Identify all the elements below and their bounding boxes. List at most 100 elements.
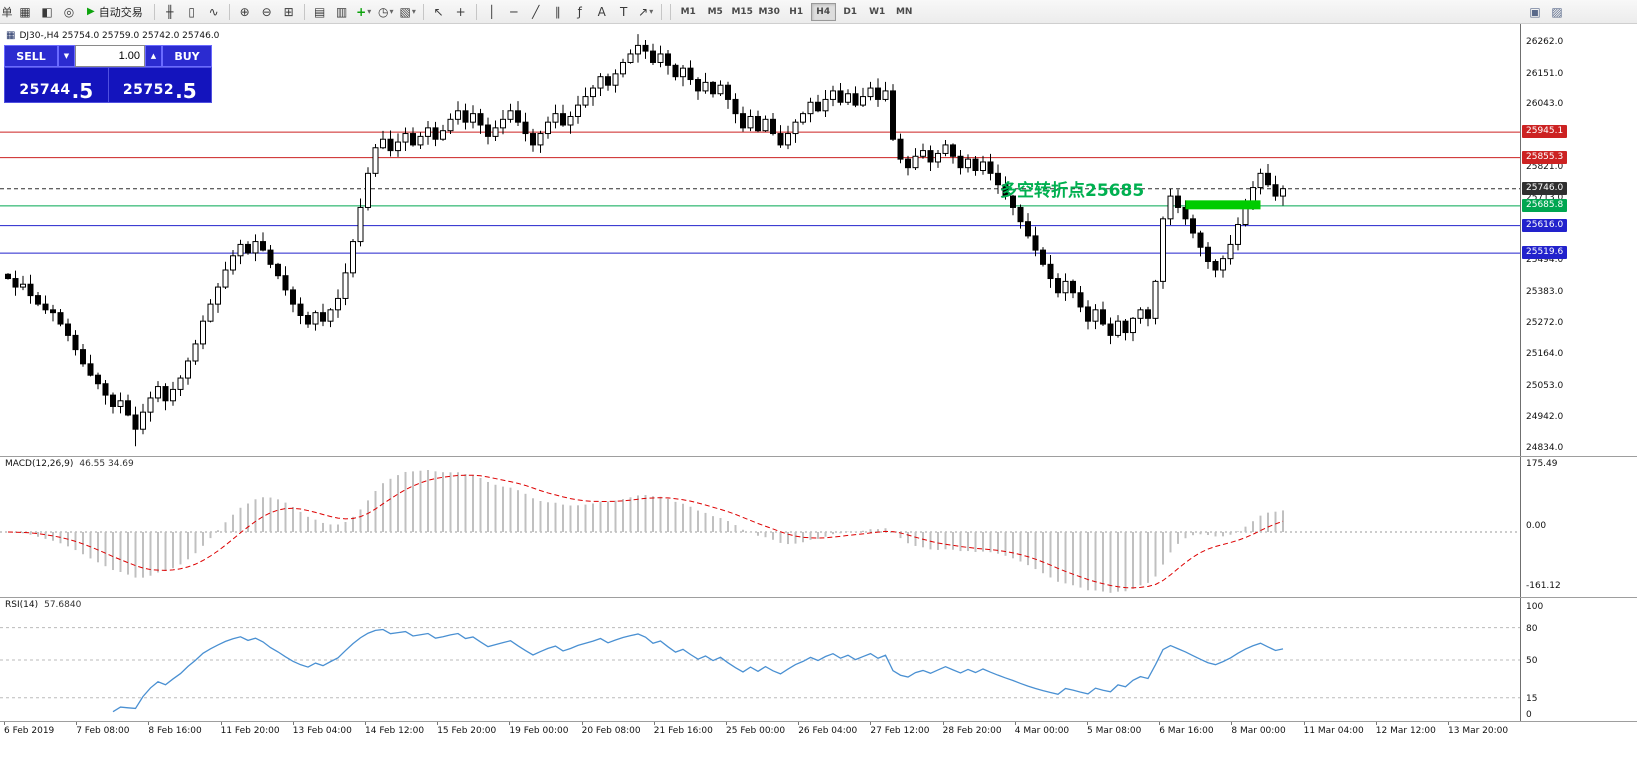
time-tick — [148, 722, 150, 725]
candle-body — [57, 312, 64, 325]
candle-body — [1137, 309, 1144, 319]
sell-price[interactable]: 25744 .5 — [19, 79, 94, 103]
panel-separator[interactable] — [0, 597, 1637, 598]
macd-indicator-panel[interactable]: MACD(12,26,9) 46.55 34.69 — [0, 457, 1520, 597]
candle-body — [207, 303, 214, 322]
macd-canvas[interactable] — [0, 457, 1520, 597]
candle-body — [1160, 218, 1166, 282]
periods-button[interactable]: ◷ ▾ — [375, 2, 397, 22]
templates-button[interactable]: ▧ ▾ — [397, 2, 419, 22]
level-price-label[interactable]: 25519.6 — [1522, 246, 1568, 260]
candle-body — [702, 81, 709, 92]
macd-signal-line — [7, 474, 1284, 589]
level-price-label[interactable]: 25855.3 — [1522, 150, 1568, 164]
time-label: 20 Feb 08:00 — [581, 726, 641, 736]
candle-body — [950, 144, 956, 157]
timeframe-button-h4[interactable]: H4 — [810, 2, 836, 21]
sell-button[interactable]: SELL — [4, 45, 58, 67]
timeframe-button-w1[interactable]: W1 — [869, 6, 886, 17]
buy-price[interactable]: 25752 .5 — [122, 79, 197, 103]
turning-point-annotation[interactable]: 多空转折点25685 — [1000, 181, 1145, 201]
text-label-button[interactable]: T — [613, 2, 635, 22]
candle-body — [432, 127, 439, 140]
panel-separator[interactable] — [0, 721, 1637, 722]
candle-body — [1085, 306, 1091, 322]
timeframe-button-h1[interactable]: H1 — [789, 6, 804, 17]
candle-body — [1092, 309, 1099, 322]
candle-body — [852, 93, 859, 106]
time-label: 11 Mar 04:00 — [1303, 726, 1364, 736]
timeframe-button-m5[interactable]: M5 — [707, 6, 723, 17]
candle-body — [215, 286, 221, 305]
candle-body — [1212, 260, 1219, 271]
candle-body — [1265, 172, 1271, 186]
timeframe-button-mn[interactable]: MN — [895, 6, 913, 17]
rsi-indicator-panel[interactable]: RSI(14) 57.6840 — [0, 598, 1520, 721]
new-order-button[interactable]: 单 — [1, 5, 13, 19]
time-label: 14 Feb 12:00 — [365, 726, 425, 736]
candlestick-chart-canvas[interactable] — [0, 24, 1520, 456]
time-tick — [1448, 722, 1449, 725]
tile-windows-button[interactable]: ⊞ — [278, 2, 300, 22]
rsi-canvas[interactable] — [0, 598, 1520, 721]
timeframe-button-m1[interactable]: M1 — [680, 6, 696, 17]
timeframe-button-m15[interactable]: M15 — [731, 6, 753, 17]
timeframe-button-d1[interactable]: D1 — [843, 6, 858, 17]
panel-separator[interactable] — [0, 456, 1637, 457]
level-price-label[interactable]: 25616.0 — [1522, 218, 1568, 232]
arrange-windows-button[interactable]: ▤ — [309, 2, 331, 22]
equidistant-channel-button[interactable]: ∥ — [547, 2, 569, 22]
price-axis[interactable]: 26262.026151.026043.025934.025821.025713… — [1520, 24, 1637, 723]
market-watch-button[interactable]: ◧ — [36, 2, 58, 22]
candlestick-chart-button[interactable]: ▯ — [181, 2, 203, 22]
line-chart-button[interactable]: ∿ — [203, 2, 225, 22]
data-window-button[interactable]: ▥ — [331, 2, 353, 22]
price-tick-label: 24834.0 — [1526, 442, 1564, 453]
toolbar-right-icons: ▣ ▨ — [1524, 2, 1568, 22]
arrange-windows-icon: ▤ — [314, 4, 326, 19]
volume-decrease-button[interactable]: ▼ — [58, 45, 75, 67]
time-axis[interactable]: 6 Feb 2019 7 Feb 08:00 8 Feb 16:00 11 Feb 2… — [0, 722, 1637, 748]
candle-body — [117, 400, 124, 407]
vertical-line-button[interactable]: │ — [481, 2, 503, 22]
cursor-button[interactable]: ↖ — [428, 2, 450, 22]
candle-body — [237, 243, 244, 257]
level-price-label[interactable]: 25945.1 — [1522, 125, 1568, 139]
time-label: 11 Feb 20:00 — [220, 726, 280, 736]
candle-body — [935, 152, 941, 163]
chevron-down-icon: ▾ — [411, 7, 416, 16]
text-button[interactable]: A — [591, 2, 613, 22]
green-zone-rectangle[interactable] — [1185, 200, 1261, 210]
volume-increase-button[interactable]: ▲ — [145, 45, 162, 67]
buy-button[interactable]: BUY — [162, 45, 212, 67]
time-tick — [220, 722, 222, 725]
navigator-button[interactable]: ◎ — [58, 2, 80, 22]
candle-body — [410, 133, 416, 146]
candle-body — [395, 141, 401, 152]
arrows-button[interactable]: ↗ ▾ — [635, 2, 657, 22]
candle-body — [447, 118, 454, 132]
add-indicator-button[interactable]: + ▾ — [353, 2, 375, 22]
new-chart-button[interactable]: ▣ — [1524, 2, 1546, 22]
charts-button[interactable]: ▦ — [14, 2, 36, 22]
crosshair-button[interactable]: + — [450, 2, 472, 22]
current-price-label[interactable]: 25746.0 — [1522, 181, 1568, 195]
timeframe-button-m30[interactable]: M30 — [758, 6, 780, 17]
candle-body — [132, 414, 139, 430]
candle-body — [582, 96, 589, 106]
price-chart-panel[interactable]: ▦ DJ30-,H4 25754.0 25759.0 25742.0 25746… — [0, 24, 1520, 456]
trendline-button[interactable]: ╱ — [525, 2, 547, 22]
market-watch-icon: ◧ — [41, 4, 53, 19]
zoom-in-button[interactable]: ⊕ — [234, 2, 256, 22]
bar-chart-button[interactable]: ╫ — [159, 2, 181, 22]
window-layout-button[interactable]: ▨ — [1546, 2, 1568, 22]
candle-body — [320, 312, 326, 322]
zoom-out-button[interactable]: ⊖ — [256, 2, 278, 22]
time-label: 27 Feb 12:00 — [870, 726, 930, 736]
trendline-icon: ╱ — [532, 4, 540, 19]
volume-input[interactable] — [75, 45, 145, 67]
horizontal-line-button[interactable]: ─ — [503, 2, 525, 22]
fibonacci-button[interactable]: ƒ — [569, 2, 591, 22]
level-price-label[interactable]: 25685.8 — [1522, 198, 1568, 212]
autotrading-button[interactable]: ▶ 自动交易 — [80, 2, 150, 22]
